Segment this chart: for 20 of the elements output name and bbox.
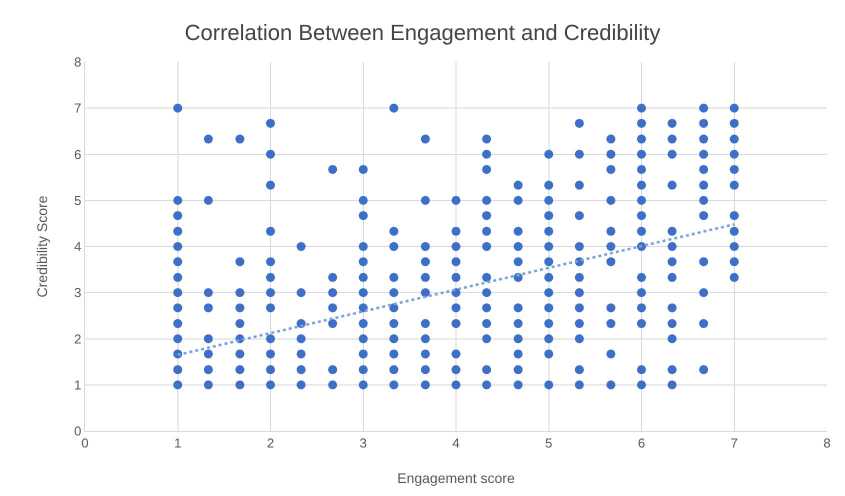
x-tick-label: 5 xyxy=(545,436,552,451)
x-tick-label: 3 xyxy=(360,436,367,451)
x-tick-label: 4 xyxy=(452,436,460,451)
y-tick-label: 1 xyxy=(74,377,82,392)
x-tick-label: 2 xyxy=(266,436,274,451)
y-tick-label: 6 xyxy=(74,146,82,162)
y-axis-title: Credibility Score xyxy=(34,195,50,298)
x-tick-label: 1 xyxy=(174,436,182,451)
x-tick-label: 7 xyxy=(730,436,738,451)
y-tick-label: 4 xyxy=(74,239,82,254)
x-axis-title: Engagement score xyxy=(397,470,515,486)
chart-title: Correlation Between Engagement and Credibility xyxy=(184,20,660,46)
y-tick-label: 0 xyxy=(74,424,82,439)
y-tick-label: 2 xyxy=(74,331,82,346)
x-tick-label: 6 xyxy=(638,436,646,451)
y-tick-label: 8 xyxy=(74,54,82,70)
y-tick-label: 3 xyxy=(74,285,82,300)
y-tick-label: 5 xyxy=(74,192,82,208)
x-tick-label: 8 xyxy=(823,436,831,451)
y-tick-label: 7 xyxy=(74,100,82,116)
